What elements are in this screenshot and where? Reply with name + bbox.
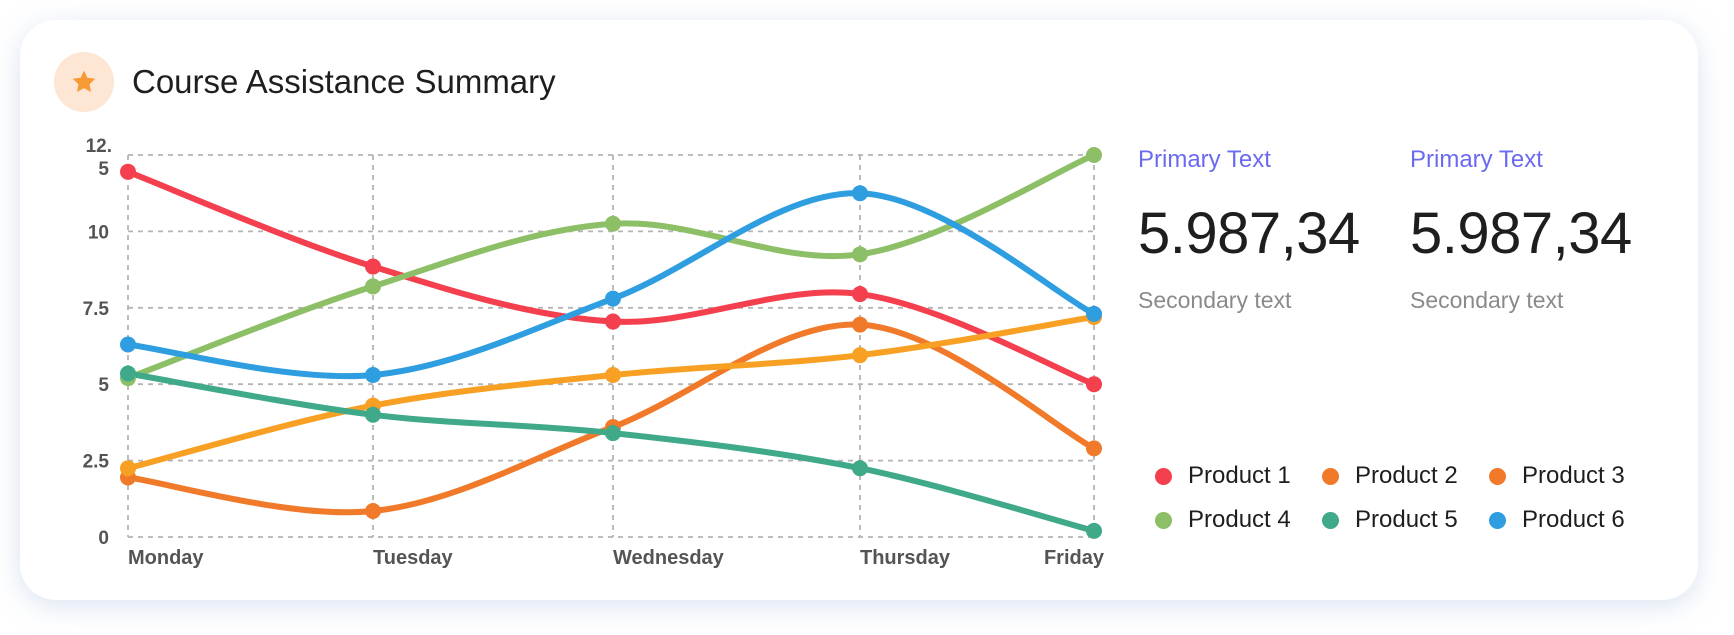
data-point-product-2 bbox=[852, 316, 868, 333]
y-axis-ticks: 0 2.5 5 7.5 10 12. 5 bbox=[83, 136, 112, 549]
legend-label: Product 5 bbox=[1355, 506, 1458, 533]
y-tick-label: 7.5 bbox=[83, 299, 110, 320]
data-point-product-3 bbox=[605, 367, 621, 384]
star-icon bbox=[72, 70, 96, 93]
data-point-product-4 bbox=[365, 278, 381, 295]
legend-dot bbox=[1489, 511, 1506, 529]
data-point-product-2 bbox=[1086, 440, 1102, 457]
data-point-product-4 bbox=[852, 246, 868, 263]
legend-item-product-3[interactable]: Product 3 bbox=[1489, 462, 1656, 490]
data-point-product-5 bbox=[365, 406, 381, 423]
stat-block-2: Primary Text 5.987,34 Secondary text bbox=[1410, 146, 1632, 314]
series-points bbox=[120, 147, 1102, 539]
legend-dot bbox=[1322, 467, 1339, 485]
x-tick-label: Monday bbox=[128, 547, 204, 569]
data-point-product-4 bbox=[1086, 147, 1102, 163]
stat-primary-text: Primary Text bbox=[1410, 146, 1543, 173]
stat-value: 5.987,34 bbox=[1138, 201, 1360, 266]
data-point-product-6 bbox=[1086, 305, 1102, 322]
stat-value: 5.987,34 bbox=[1410, 201, 1632, 266]
legend-label: Product 1 bbox=[1188, 462, 1291, 489]
legend-item-product-2[interactable]: Product 2 bbox=[1322, 462, 1489, 490]
x-tick-label: Friday bbox=[1044, 547, 1105, 569]
grid bbox=[127, 154, 1096, 538]
star-badge bbox=[54, 52, 114, 112]
y-tick-label: 10 bbox=[88, 222, 109, 243]
y-tick-label: 12. 5 bbox=[86, 136, 112, 180]
stat-block-1: Primary Text 5.987,34 Secondary text bbox=[1138, 146, 1360, 314]
legend-dot bbox=[1322, 511, 1339, 529]
legend-dot bbox=[1155, 467, 1172, 485]
chart-legend: Product 1 Product 2 Product 3 Product 4 … bbox=[1155, 462, 1656, 534]
stat-primary-text: Primary Text bbox=[1138, 146, 1271, 173]
legend-label: Product 2 bbox=[1355, 462, 1458, 489]
y-tick-label: 0 bbox=[98, 528, 109, 549]
data-point-product-6 bbox=[852, 185, 868, 202]
data-point-product-1 bbox=[852, 286, 868, 303]
x-tick-label: Tuesday bbox=[373, 547, 454, 569]
legend-label: Product 3 bbox=[1522, 462, 1625, 489]
data-point-product-1 bbox=[1086, 376, 1102, 393]
data-point-product-4 bbox=[605, 215, 621, 232]
legend-item-product-5[interactable]: Product 5 bbox=[1322, 506, 1489, 534]
series-lines bbox=[125, 152, 1097, 534]
data-point-product-5 bbox=[852, 460, 868, 477]
data-point-product-3 bbox=[120, 460, 136, 477]
data-point-product-1 bbox=[120, 163, 136, 180]
data-point-product-5 bbox=[1086, 522, 1102, 539]
legend-dot bbox=[1489, 467, 1506, 485]
data-point-product-5 bbox=[120, 365, 136, 382]
x-tick-label: Thursday bbox=[860, 547, 951, 569]
legend-label: Product 4 bbox=[1188, 506, 1291, 533]
legend-dot bbox=[1155, 511, 1172, 529]
data-point-product-1 bbox=[605, 313, 621, 330]
legend-item-product-6[interactable]: Product 6 bbox=[1489, 506, 1656, 534]
data-point-product-2 bbox=[365, 503, 381, 520]
series-line-product-2 bbox=[125, 321, 1097, 516]
x-tick-label: Wednesday bbox=[613, 547, 725, 569]
data-point-product-5 bbox=[605, 425, 621, 442]
y-tick-label: 5 bbox=[98, 375, 109, 396]
legend-item-product-4[interactable]: Product 4 bbox=[1155, 506, 1322, 534]
y-tick-label: 2.5 bbox=[83, 452, 110, 473]
legend-label: Product 6 bbox=[1522, 506, 1625, 533]
card-header: Course Assistance Summary bbox=[54, 52, 556, 112]
data-point-product-3 bbox=[852, 347, 868, 364]
stat-secondary-text: Secondary text bbox=[1138, 287, 1292, 313]
x-axis-ticks: Monday Tuesday Wednesday Thursday Friday bbox=[128, 547, 1105, 569]
data-point-product-1 bbox=[365, 258, 381, 275]
series-line-product-3 bbox=[125, 313, 1097, 472]
stat-secondary-text: Secondary text bbox=[1410, 287, 1564, 313]
page-title: Course Assistance Summary bbox=[132, 63, 556, 100]
data-point-product-6 bbox=[120, 336, 136, 353]
data-point-product-6 bbox=[605, 290, 621, 307]
data-point-product-6 bbox=[365, 367, 381, 384]
legend-item-product-1[interactable]: Product 1 bbox=[1155, 462, 1322, 490]
